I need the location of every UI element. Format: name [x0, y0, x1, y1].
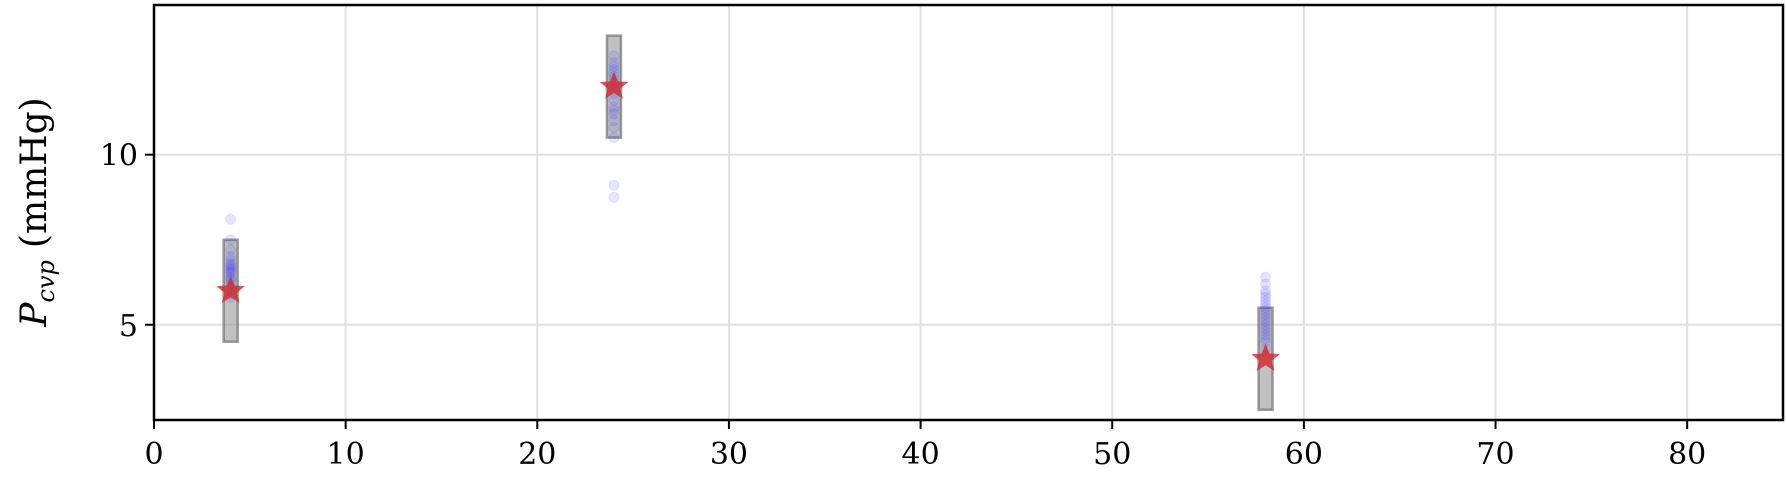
sample-point	[225, 261, 237, 273]
y-axis-label: Pcvp(mmHg)	[14, 97, 60, 327]
sample-point	[1260, 271, 1272, 283]
sample-point	[225, 234, 237, 246]
sample-point	[608, 60, 620, 72]
sample-point	[1260, 292, 1272, 304]
sample-point	[1260, 319, 1272, 331]
sample-point	[225, 254, 237, 266]
sample-point	[608, 50, 620, 62]
sample-point	[608, 179, 620, 191]
sample-point	[608, 108, 620, 120]
x-axis: 0 10 20 30 40 50 60 70 80	[144, 420, 1706, 472]
sample-point	[608, 57, 620, 69]
x-tick-label: 40	[901, 437, 939, 472]
y-tick-label: 5	[119, 309, 138, 344]
sample-point	[1260, 295, 1272, 307]
sample-point	[1260, 302, 1272, 314]
sample-point	[1260, 332, 1272, 344]
sample-point	[225, 213, 237, 225]
x-tick-label: 50	[1093, 437, 1131, 472]
x-tick-label: 70	[1476, 437, 1514, 472]
sample-point	[1260, 322, 1272, 334]
sample-point	[225, 258, 237, 270]
sample-point	[608, 94, 620, 106]
sample-point	[225, 263, 237, 275]
sample-point	[608, 191, 620, 203]
sample-point	[608, 104, 620, 116]
sample-point	[1260, 326, 1272, 338]
sample-point	[1260, 309, 1272, 321]
grid-lines	[153, 5, 1783, 420]
sample-point	[1260, 312, 1272, 324]
x-tick-label: 10	[327, 437, 365, 472]
sample-point	[608, 101, 620, 113]
reference-star	[216, 275, 245, 303]
sample-point	[1260, 278, 1272, 290]
x-tick-label: 30	[710, 437, 748, 472]
sample-point	[608, 121, 620, 133]
sample-point	[225, 259, 237, 271]
reference-star	[1251, 343, 1280, 371]
sample-point	[1260, 285, 1272, 297]
reference-stars	[216, 71, 1280, 371]
x-tick-label: 0	[144, 437, 163, 472]
reference-star	[599, 71, 629, 99]
x-tick-label: 60	[1285, 437, 1323, 472]
plot-frame	[152, 3, 1785, 422]
x-tick-label: 20	[518, 437, 556, 472]
sample-point	[1260, 288, 1272, 300]
sample-point	[1260, 298, 1272, 310]
sample-point	[1260, 305, 1272, 317]
sample-point	[225, 244, 237, 256]
x-tick-label: 80	[1668, 437, 1706, 472]
sample-points	[225, 50, 1272, 361]
y-tick-label: 10	[100, 139, 138, 174]
range-boxes	[222, 34, 1274, 412]
sample-point	[225, 264, 237, 276]
sample-point	[608, 132, 620, 144]
sample-point	[225, 251, 237, 263]
sample-point	[1260, 315, 1272, 327]
sample-point	[608, 115, 620, 127]
y-axis: 5 10	[100, 139, 154, 344]
sample-point	[1260, 329, 1272, 341]
